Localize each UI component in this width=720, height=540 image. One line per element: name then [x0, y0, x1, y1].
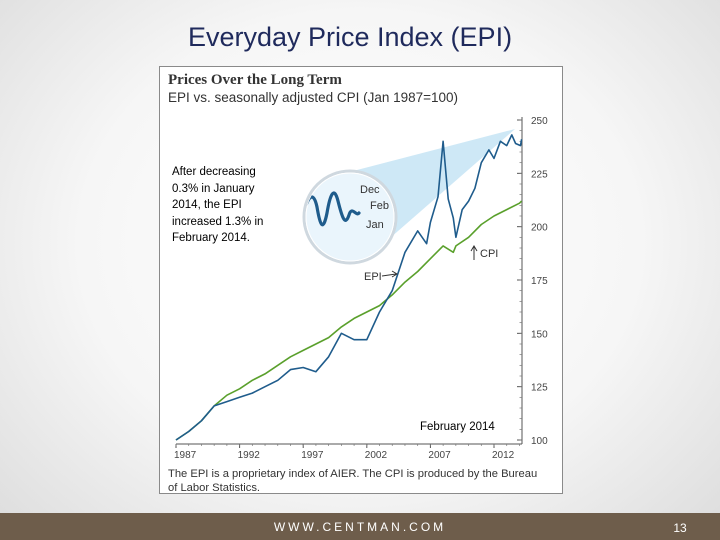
footer-bar [0, 513, 720, 540]
zoom-lens: Dec Feb Jan [302, 169, 398, 265]
highlight-label: February 2014 [420, 421, 495, 433]
x-tick-label: 2002 [365, 450, 388, 461]
zoom-label-feb: Feb [370, 200, 389, 212]
epi-arrow-icon [381, 270, 398, 278]
y-tick-label: 100 [531, 436, 548, 447]
chart-title: Prices Over the Long Term [168, 72, 342, 88]
callout-text: After decreasing 0.3% in January 2014, t… [172, 166, 264, 244]
footer-url: WWW.CENTMAN.COM [273, 520, 447, 534]
chart-subtitle: EPI vs. seasonally adjusted CPI (Jan 198… [168, 90, 459, 105]
chart-footnote: The EPI is a proprietary index of AIER. … [168, 468, 538, 494]
x-tick-label: 1992 [238, 450, 261, 461]
epi-series-label: EPI [364, 271, 382, 283]
chart-canvas: 1987 1992 1997 2002 2007 2012 100 125 150 175 200 2… [174, 116, 548, 461]
x-tick-label: 1997 [301, 450, 324, 461]
page-number: 13 [673, 521, 687, 535]
epi-series-line [175, 134, 523, 441]
x-tick-label: 1987 [174, 450, 197, 461]
y-tick-label: 125 [531, 383, 548, 394]
y-tick-label: 150 [531, 329, 548, 340]
cpi-series-label: CPI [480, 248, 498, 260]
zoom-label-dec: Dec [360, 184, 380, 196]
chart-figure: 1987 1992 1997 2002 2007 2012 100 125 150 175 200 2… [159, 66, 563, 494]
cpi-series-line [175, 200, 523, 441]
cpi-arrow-icon [470, 245, 478, 260]
slide-title: Everyday Price Index (EPI) [187, 22, 513, 52]
y-tick-label: 175 [531, 276, 548, 287]
y-tick-label: 200 [531, 223, 548, 234]
zoom-label-jan: Jan [366, 219, 384, 231]
x-tick-label: 2007 [428, 450, 451, 461]
y-tick-label: 250 [531, 116, 548, 127]
x-tick-label: 2012 [492, 450, 515, 461]
y-tick-label: 225 [531, 169, 548, 180]
zoom-epi-line [306, 191, 361, 227]
